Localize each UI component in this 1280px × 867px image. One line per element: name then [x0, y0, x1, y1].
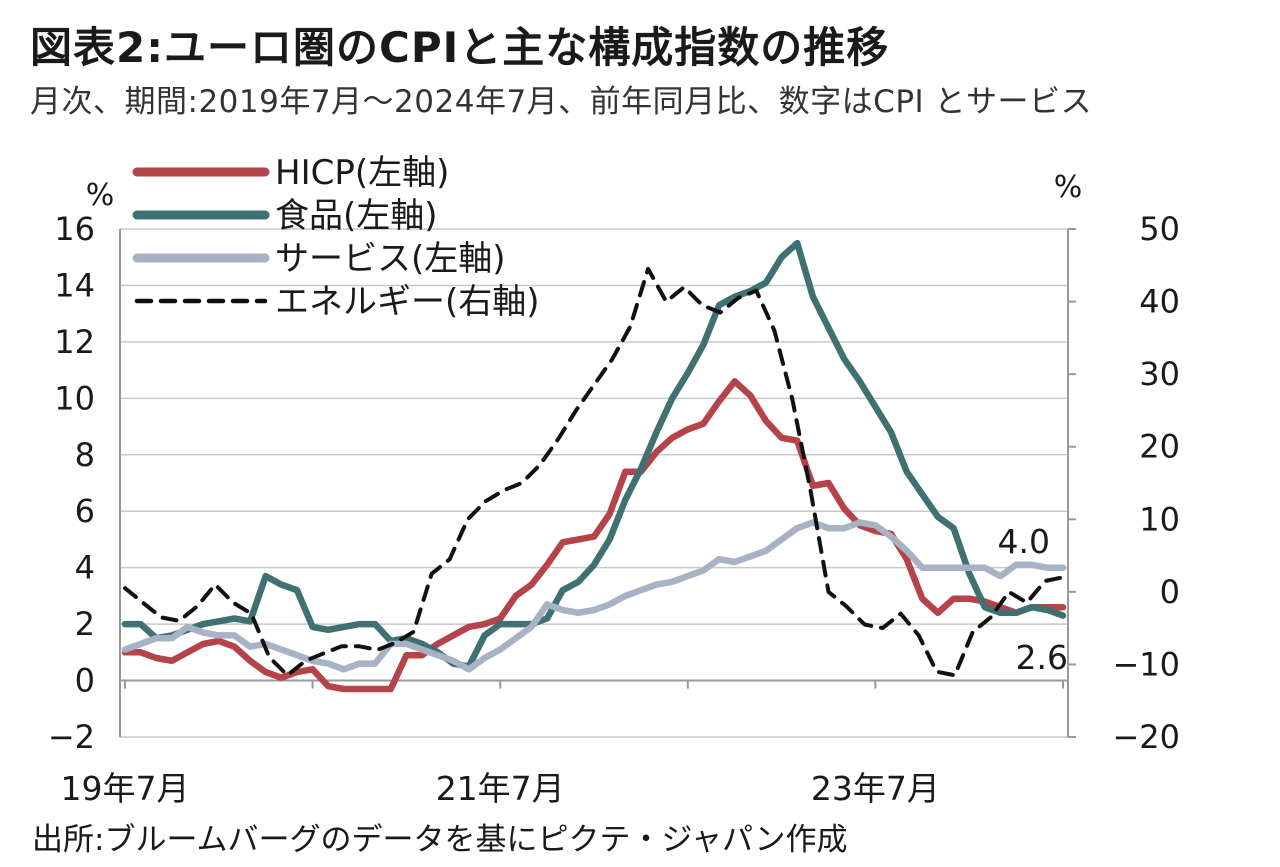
left-tick-label: 4 — [75, 549, 95, 587]
left-tick-label: 2 — [75, 605, 95, 643]
right-tick-label: −10 — [1112, 645, 1180, 683]
annotations: 4.0 2.6 — [998, 522, 1068, 677]
chart-subtitle: 月次、期間:2019年7月〜2024年7月、前年同月比、数字はCPI とサービス — [30, 84, 1093, 120]
left-tick-label: 8 — [75, 436, 95, 474]
chart-title: 図表2:ユーロ圏のCPIと主な構成指数の推移 — [30, 23, 890, 72]
left-tick-label: −2 — [48, 718, 95, 756]
x-tick-label: 21年7月 — [436, 769, 565, 808]
grid-lines — [120, 228, 1068, 738]
left-tick-label: 6 — [75, 492, 95, 530]
legend-label: エネルギー(右軸) — [275, 282, 540, 322]
left-tick-label: 12 — [54, 323, 95, 361]
right-tick-label: 30 — [1139, 355, 1180, 393]
left-tick-label: 10 — [54, 379, 95, 417]
right-tick-label: −20 — [1112, 718, 1180, 756]
right-tick-label: 50 — [1139, 210, 1180, 248]
series-lines — [121, 239, 1067, 693]
right-tick-label: 10 — [1139, 500, 1180, 538]
left-tick-label: 16 — [54, 210, 95, 248]
right-tick-label: 40 — [1139, 283, 1180, 321]
series-line — [121, 519, 1067, 673]
series-line — [121, 378, 1067, 693]
x-tick-label: 23年7月 — [811, 769, 940, 808]
x-tick-label: 19年7月 — [61, 769, 190, 808]
annotation-services: 4.0 — [998, 522, 1050, 561]
right-tick-label: 20 — [1139, 428, 1180, 466]
legend-label: HICP(左軸) — [275, 153, 449, 193]
left-tick-label: 0 — [75, 662, 95, 700]
left-tick-label: 14 — [54, 266, 95, 304]
series-line — [123, 266, 1065, 678]
right-tick-label: 0 — [1160, 573, 1180, 611]
legend: HICP(左軸)食品(左軸)サービス(左軸)エネルギー(右軸) — [132, 153, 540, 322]
legend-label: サービス(左軸) — [275, 239, 506, 279]
chart-source-note: 出所:ブルームバーグのデータを基にピクテ・ジャパン作成 — [32, 822, 848, 858]
series-line — [121, 239, 1067, 670]
legend-label: 食品(左軸) — [275, 196, 438, 236]
axes — [119, 228, 1076, 738]
right-axis-unit: % — [1054, 170, 1083, 205]
left-axis-unit: % — [86, 178, 115, 213]
annotation-hicp: 2.6 — [1016, 638, 1068, 677]
